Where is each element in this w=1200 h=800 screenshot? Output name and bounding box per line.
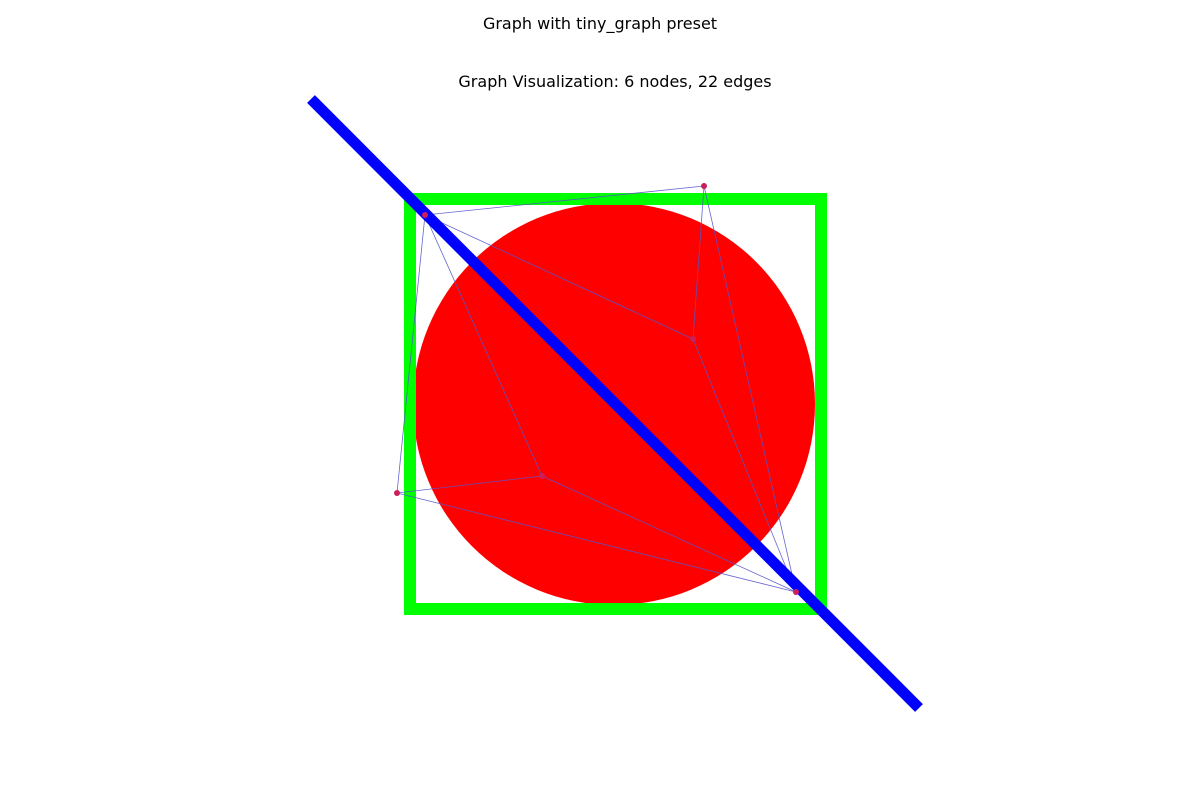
graph-edge-n0-n2 bbox=[424, 214, 694, 340]
blue-diagonal-line bbox=[307, 95, 923, 712]
graph-node-n0 bbox=[422, 212, 428, 218]
graph-node-n2 bbox=[690, 336, 696, 342]
graph-edge-n3-n4 bbox=[396, 475, 543, 494]
graph-nodes bbox=[394, 183, 799, 595]
graph-edge-n0-n4 bbox=[424, 214, 543, 477]
graph-node-n4 bbox=[539, 473, 545, 479]
graph-edge-n0-n3 bbox=[396, 214, 426, 494]
graph-edge-n1-n5 bbox=[703, 185, 797, 593]
graph-title: Graph Visualization: 6 nodes, 22 edges bbox=[458, 72, 772, 91]
graph-node-n5 bbox=[793, 589, 799, 595]
graph-node-n1 bbox=[701, 183, 707, 189]
graph-edge-n3-n5 bbox=[396, 492, 797, 593]
graph-edge-n0-n1 bbox=[424, 185, 705, 216]
graph-edge-n1-n2 bbox=[692, 185, 705, 340]
graph-edge-n2-n5 bbox=[692, 338, 797, 593]
graph-edge-n4-n5 bbox=[541, 475, 797, 593]
graph-node-n3 bbox=[394, 490, 400, 496]
green-square bbox=[404, 193, 827, 615]
figure-suptitle: Graph with tiny_graph preset bbox=[482, 14, 718, 33]
line-layer bbox=[307, 95, 923, 712]
